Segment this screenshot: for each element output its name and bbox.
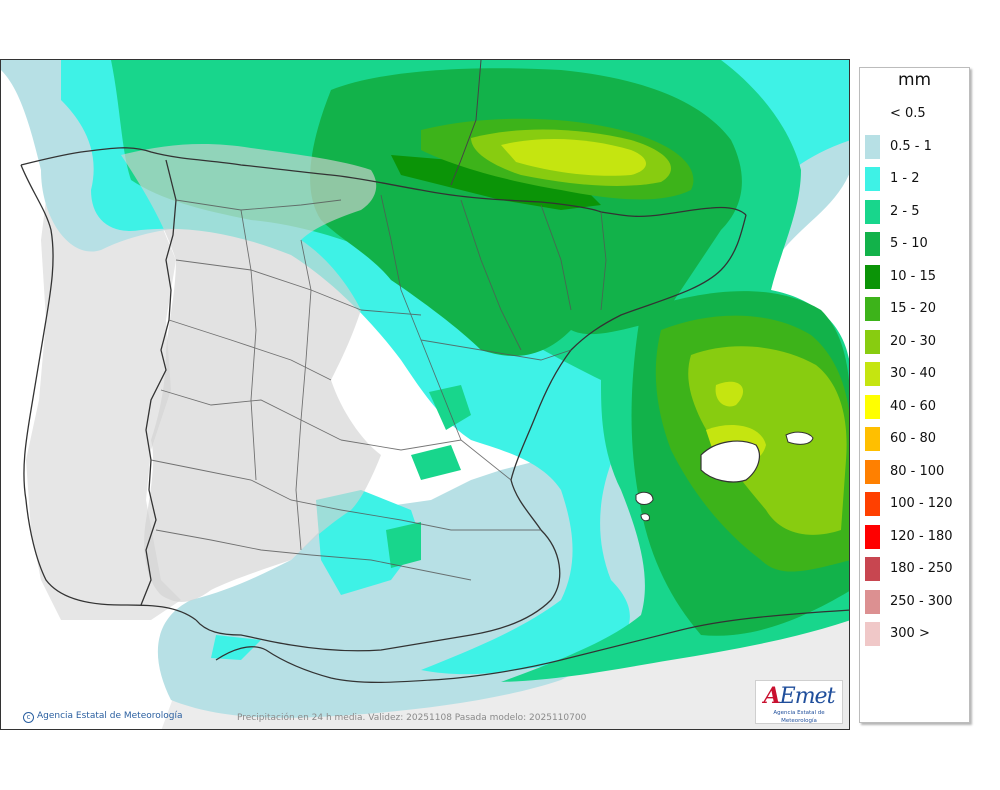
legend-item: 0.5 - 1 (860, 133, 969, 159)
credit-text: Agencia Estatal de Meteorología (37, 711, 183, 721)
legend-label: 5 - 10 (890, 236, 928, 251)
legend-item: 5 - 10 (860, 230, 969, 256)
legend-item: 20 - 30 (860, 328, 969, 354)
logo-letters: Emet (779, 684, 836, 709)
portugal-land (26, 155, 181, 620)
copyright-icon: c (23, 712, 34, 723)
legend-label: 60 - 80 (890, 431, 937, 446)
coastlines (20, 147, 747, 652)
legend-swatch (865, 362, 880, 386)
legend-label: 100 - 120 (890, 496, 953, 511)
legend-item: 100 - 120 (860, 490, 969, 516)
precipitation-map: c Agencia Estatal de Meteorología Precipi… (0, 59, 850, 730)
legend-item: 10 - 15 (860, 263, 969, 289)
legend-label: 80 - 100 (890, 463, 945, 479)
legend-label: 180 - 250 (890, 561, 953, 576)
map-caption: Precipitación en 24 h media. Validez: 20… (237, 713, 587, 723)
legend-item: 180 - 250 (860, 555, 969, 581)
legend-swatch (865, 199, 880, 224)
legend-swatch (865, 297, 880, 321)
legend-swatch (865, 394, 880, 419)
legend-swatch (865, 589, 880, 614)
legend-swatch (865, 557, 880, 581)
legend-item: 120 - 180 (860, 523, 969, 549)
aemet-logo: AEmet Agencia Estatal de Meteorología (755, 680, 843, 724)
legend-swatch (865, 427, 880, 451)
legend-label: < 0.5 (890, 106, 926, 121)
legend-item: 40 - 60 (860, 393, 969, 419)
legend-swatch (865, 232, 880, 256)
legend-swatch (865, 329, 880, 354)
map-canvas (1, 60, 849, 729)
legend-label: 10 - 15 (890, 268, 937, 284)
ibiza-island (635, 491, 654, 505)
aemet-logo-mark: AEmet (756, 684, 842, 709)
legend-label: 1 - 2 (890, 171, 920, 186)
spain-terrain-shading (121, 144, 381, 602)
legend-label: 20 - 30 (890, 333, 937, 349)
region-borders (150, 194, 607, 581)
legend-unit: mm (897, 70, 932, 90)
precip-layer-10-15 (391, 155, 601, 210)
legend-item: 300 > (860, 620, 969, 646)
legend-swatch (865, 524, 880, 549)
legend-swatch (865, 622, 880, 646)
mallorca-island (700, 440, 760, 483)
logo-letter-a: A (763, 683, 781, 709)
legend-item: 30 - 40 (860, 360, 969, 386)
legend-item: 15 - 20 (860, 295, 969, 321)
legend-item: 250 - 300 (860, 588, 969, 614)
legend-swatch (865, 492, 880, 516)
legend-item: 1 - 2 (860, 165, 969, 191)
legend-item: < 0.5 (860, 100, 969, 121)
legend-label: 250 - 300 (890, 593, 953, 609)
legend-label: 2 - 5 (890, 203, 920, 219)
legend-swatch (865, 167, 880, 191)
africa-coastline (215, 609, 849, 683)
legend-label: 120 - 180 (890, 528, 953, 544)
france-border (450, 60, 482, 186)
formentera-island (640, 513, 650, 522)
menorca-island (785, 431, 814, 445)
legend-label: 0.5 - 1 (890, 138, 932, 154)
legend-label: 40 - 60 (890, 398, 937, 414)
legend-item: 60 - 80 (860, 425, 969, 451)
legend-label: 30 - 40 (890, 366, 937, 381)
precipitation-legend: mm < 0.5 0.5 - 1 1 - 2 2 - 5 5 - 10 10 - 15 15… (859, 67, 970, 723)
legend-label: 15 - 20 (890, 301, 937, 316)
legend-swatch (865, 134, 880, 159)
legend-swatch (865, 264, 880, 289)
legend-label: 300 > (890, 626, 930, 641)
aemet-logo-subtitle: Agencia Estatal de Meteorología (773, 710, 825, 724)
legend-swatch (865, 459, 880, 484)
aemet-credit: c Agencia Estatal de Meteorología (23, 711, 183, 723)
legend-item: 2 - 5 (860, 198, 969, 224)
legend-item: 80 - 100 (860, 458, 969, 484)
